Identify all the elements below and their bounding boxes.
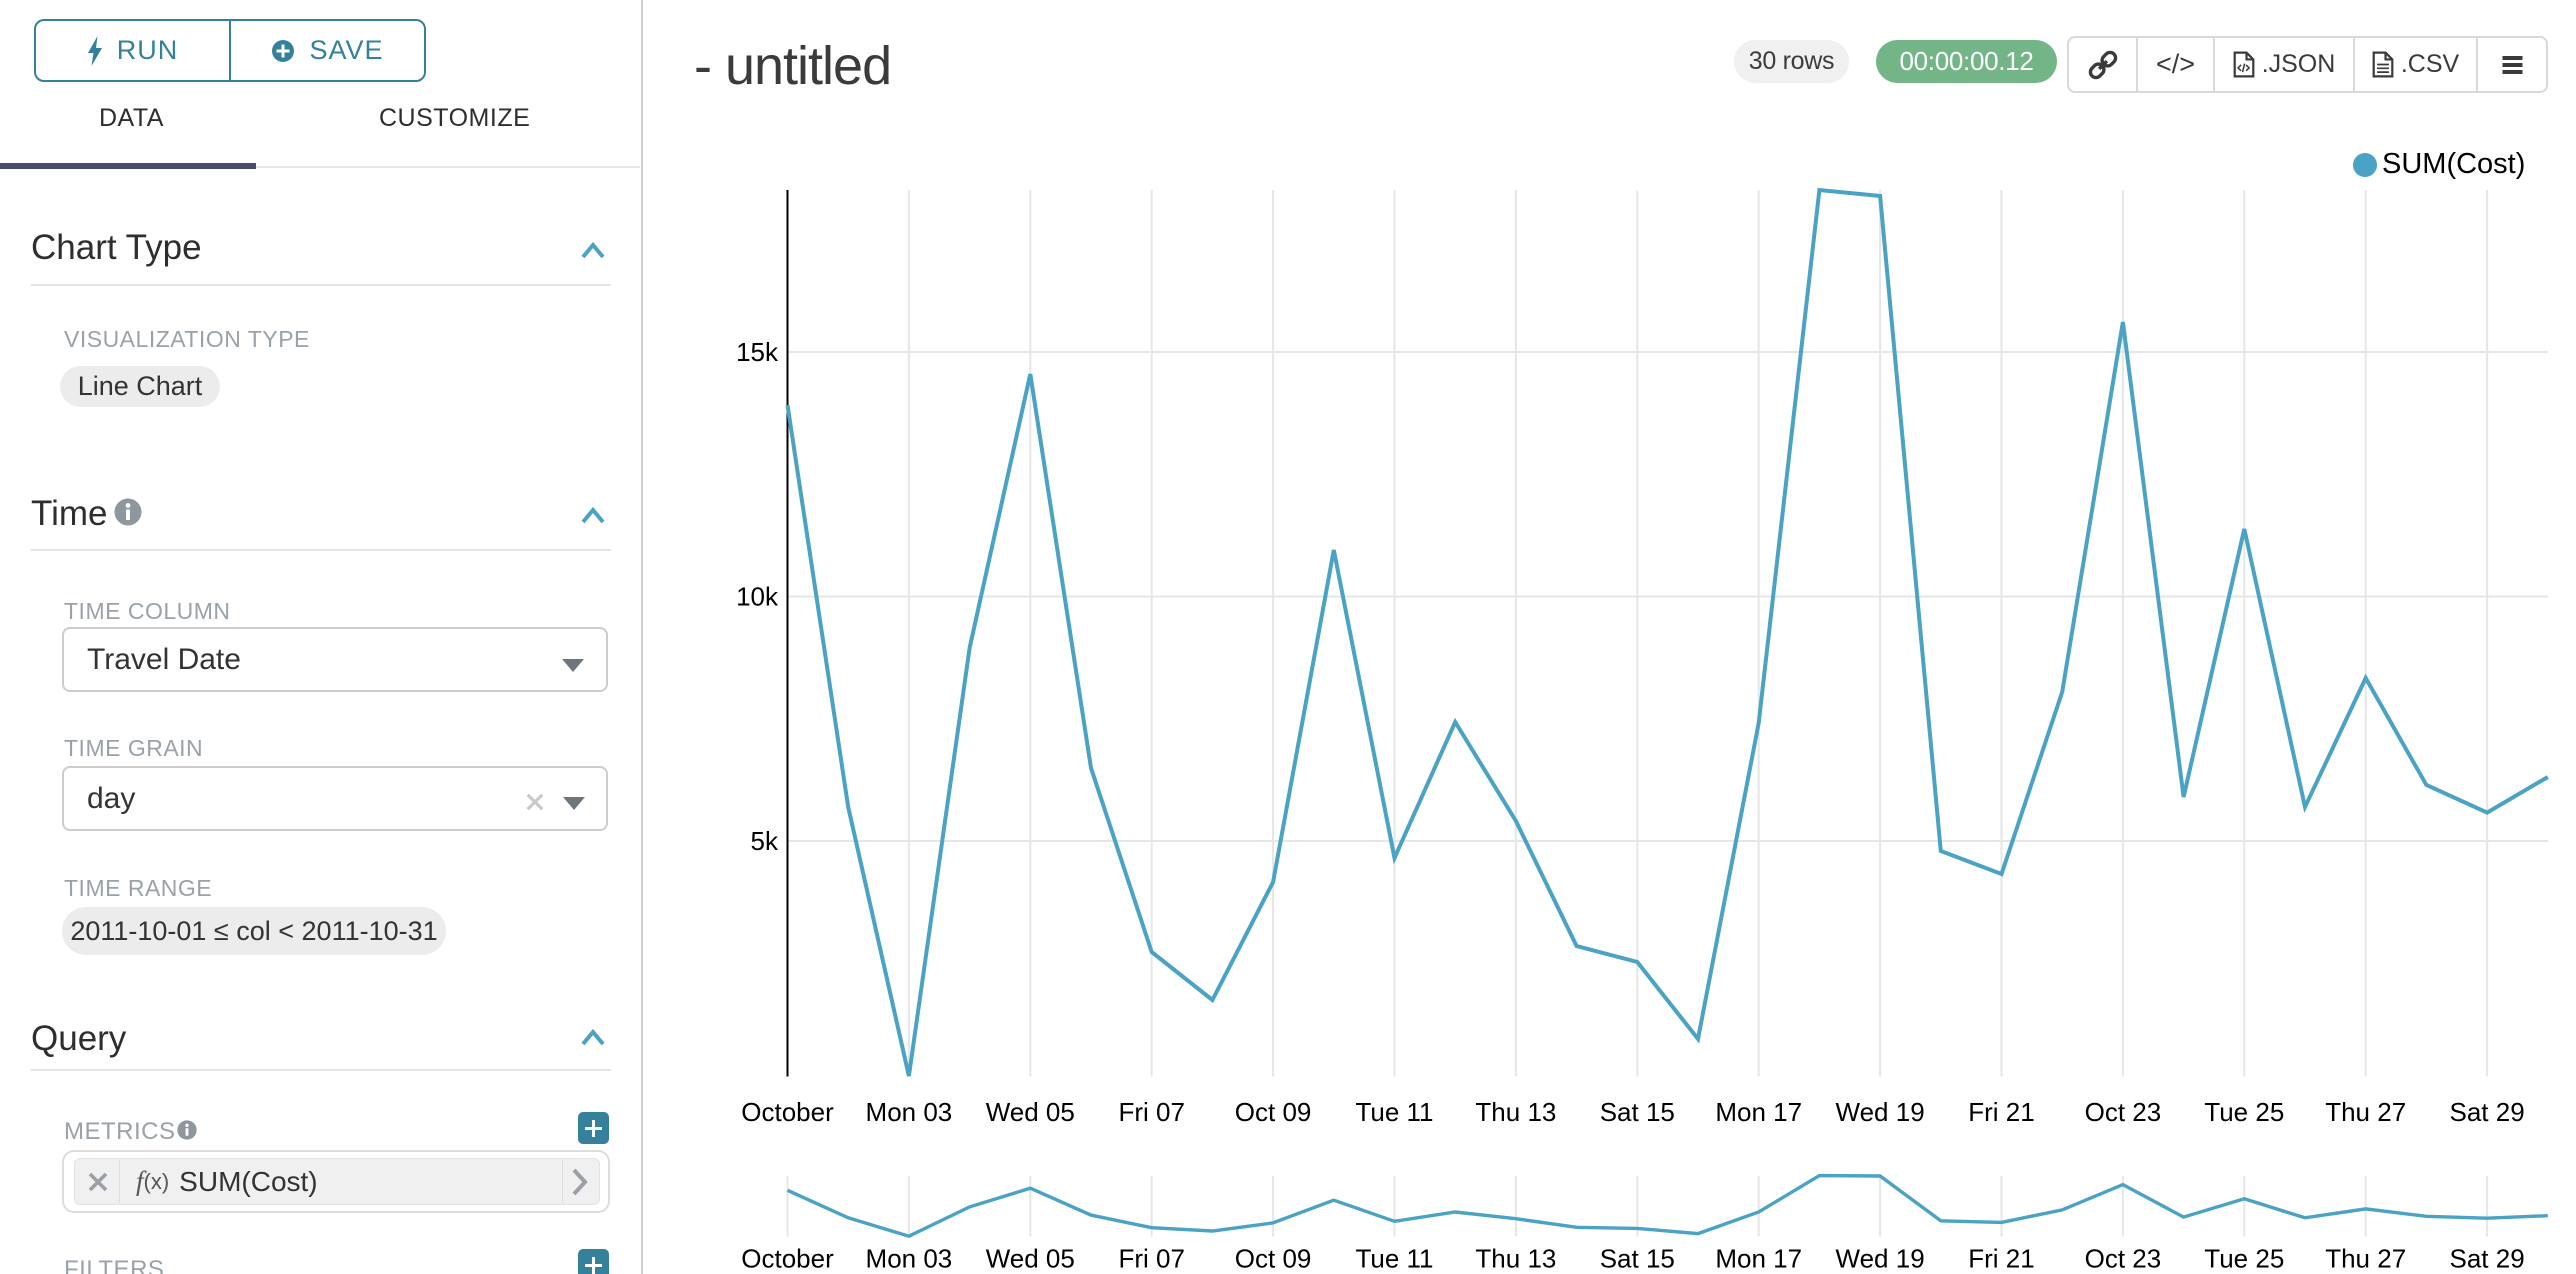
svg-text:Oct 09: Oct 09 — [1235, 1244, 1312, 1274]
svg-text:15k: 15k — [736, 337, 779, 367]
svg-text:Wed 05: Wed 05 — [986, 1244, 1075, 1274]
svg-text:Thu 13: Thu 13 — [1475, 1097, 1556, 1127]
svg-text:Thu 27: Thu 27 — [2325, 1244, 2406, 1274]
svg-text:Wed 05: Wed 05 — [986, 1097, 1075, 1127]
svg-text:Tue 25: Tue 25 — [2204, 1097, 2284, 1127]
svg-text:Mon 17: Mon 17 — [1715, 1097, 1802, 1127]
svg-text:October: October — [741, 1244, 834, 1274]
svg-text:Fri 21: Fri 21 — [1968, 1244, 2034, 1274]
svg-text:Thu 27: Thu 27 — [2325, 1097, 2406, 1127]
svg-text:Mon 03: Mon 03 — [866, 1244, 953, 1274]
svg-text:Tue 11: Tue 11 — [1355, 1097, 1433, 1127]
svg-text:Mon 17: Mon 17 — [1715, 1244, 1802, 1274]
svg-text:Oct 09: Oct 09 — [1235, 1097, 1312, 1127]
svg-text:5k: 5k — [751, 826, 779, 856]
svg-text:Oct 23: Oct 23 — [2085, 1097, 2162, 1127]
svg-text:Sat 29: Sat 29 — [2450, 1244, 2525, 1274]
svg-text:October: October — [741, 1097, 834, 1127]
svg-text:Mon 03: Mon 03 — [866, 1097, 953, 1127]
svg-text:Tue 25: Tue 25 — [2204, 1244, 2284, 1274]
svg-text:Wed 19: Wed 19 — [1836, 1244, 1925, 1274]
svg-text:Oct 23: Oct 23 — [2085, 1244, 2162, 1274]
svg-text:10k: 10k — [736, 582, 779, 612]
svg-text:Sat 29: Sat 29 — [2450, 1097, 2525, 1127]
svg-text:Tue 11: Tue 11 — [1355, 1244, 1433, 1274]
svg-text:Fri 07: Fri 07 — [1118, 1097, 1184, 1127]
svg-text:Fri 07: Fri 07 — [1118, 1244, 1184, 1274]
svg-text:Sat 15: Sat 15 — [1600, 1097, 1675, 1127]
svg-text:Thu 13: Thu 13 — [1475, 1244, 1556, 1274]
svg-text:Wed 19: Wed 19 — [1836, 1097, 1925, 1127]
svg-text:Fri 21: Fri 21 — [1968, 1097, 2034, 1127]
svg-text:Sat 15: Sat 15 — [1600, 1244, 1675, 1274]
